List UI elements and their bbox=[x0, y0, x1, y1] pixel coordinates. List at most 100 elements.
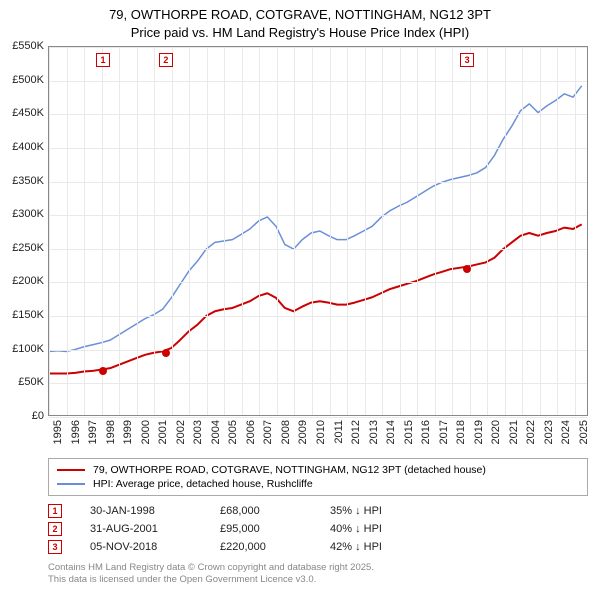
sales-marker-box: 3 bbox=[48, 540, 62, 554]
x-tick-label: 2009 bbox=[297, 420, 309, 444]
x-tick-label: 2001 bbox=[157, 420, 169, 444]
legend: 79, OWTHORPE ROAD, COTGRAVE, NOTTINGHAM,… bbox=[48, 458, 588, 496]
x-tick-label: 2017 bbox=[438, 420, 450, 444]
chart-marker-dot bbox=[99, 367, 107, 375]
grid-line-h bbox=[49, 114, 587, 115]
grid-line-v bbox=[452, 47, 453, 415]
grid-line-v bbox=[154, 47, 155, 415]
legend-row: HPI: Average price, detached house, Rush… bbox=[57, 477, 579, 491]
sales-price: £95,000 bbox=[220, 523, 330, 535]
y-tick-label: £500K bbox=[0, 74, 44, 86]
chart-marker-box: 2 bbox=[159, 53, 173, 67]
sales-price: £68,000 bbox=[220, 505, 330, 517]
x-tick-label: 1997 bbox=[87, 420, 99, 444]
x-tick-label: 2010 bbox=[315, 420, 327, 444]
title-line-2: Price paid vs. HM Land Registry's House … bbox=[0, 24, 600, 42]
grid-line-v bbox=[172, 47, 173, 415]
grid-line-v bbox=[277, 47, 278, 415]
sales-row: 305-NOV-2018£220,00042% ↓ HPI bbox=[48, 538, 588, 556]
grid-line-v bbox=[207, 47, 208, 415]
grid-line-v bbox=[487, 47, 488, 415]
footer: Contains HM Land Registry data © Crown c… bbox=[48, 562, 374, 586]
x-tick-label: 2018 bbox=[455, 420, 467, 444]
x-tick-label: 2022 bbox=[525, 420, 537, 444]
x-tick-label: 2004 bbox=[210, 420, 222, 444]
x-tick-label: 2024 bbox=[560, 420, 572, 444]
grid-line-v bbox=[435, 47, 436, 415]
sales-date: 31-AUG-2001 bbox=[90, 523, 220, 535]
grid-line-h bbox=[49, 417, 587, 418]
legend-row: 79, OWTHORPE ROAD, COTGRAVE, NOTTINGHAM,… bbox=[57, 463, 579, 477]
grid-line-h bbox=[49, 148, 587, 149]
y-tick-label: £0 bbox=[0, 410, 44, 422]
sales-delta: 42% ↓ HPI bbox=[330, 541, 470, 553]
grid-line-h bbox=[49, 215, 587, 216]
grid-line-v bbox=[312, 47, 313, 415]
grid-line-v bbox=[84, 47, 85, 415]
legend-swatch-2 bbox=[57, 483, 85, 485]
x-tick-label: 2020 bbox=[490, 420, 502, 444]
sales-row: 130-JAN-1998£68,00035% ↓ HPI bbox=[48, 502, 588, 520]
grid-line-v bbox=[417, 47, 418, 415]
grid-line-h bbox=[49, 383, 587, 384]
chart-marker-box: 1 bbox=[96, 53, 110, 67]
x-tick-label: 2021 bbox=[508, 420, 520, 444]
footer-line-2: This data is licensed under the Open Gov… bbox=[48, 574, 374, 586]
grid-line-v bbox=[294, 47, 295, 415]
grid-line-v bbox=[505, 47, 506, 415]
grid-line-h bbox=[49, 282, 587, 283]
x-tick-label: 2012 bbox=[350, 420, 362, 444]
legend-label-2: HPI: Average price, detached house, Rush… bbox=[93, 478, 313, 490]
x-tick-label: 2013 bbox=[368, 420, 380, 444]
x-tick-label: 1998 bbox=[105, 420, 117, 444]
grid-line-h bbox=[49, 47, 587, 48]
grid-line-h bbox=[49, 81, 587, 82]
x-tick-label: 2005 bbox=[227, 420, 239, 444]
x-tick-label: 2000 bbox=[140, 420, 152, 444]
sales-table: 130-JAN-1998£68,00035% ↓ HPI 2 31-AUG-2001… bbox=[48, 502, 588, 556]
y-tick-label: £300K bbox=[0, 208, 44, 220]
chart-container: 79, OWTHORPE ROAD, COTGRAVE, NOTTINGHAM,… bbox=[0, 0, 600, 590]
sales-marker-box: 2 bbox=[48, 522, 62, 536]
grid-line-v bbox=[189, 47, 190, 415]
sales-delta: 40% ↓ HPI bbox=[330, 523, 470, 535]
footer-line-1: Contains HM Land Registry data © Crown c… bbox=[48, 562, 374, 574]
x-tick-label: 2003 bbox=[192, 420, 204, 444]
x-tick-label: 2011 bbox=[333, 420, 345, 444]
x-tick-label: 2023 bbox=[543, 420, 555, 444]
y-tick-label: £400K bbox=[0, 141, 44, 153]
title-line-1: 79, OWTHORPE ROAD, COTGRAVE, NOTTINGHAM,… bbox=[0, 6, 600, 24]
grid-line-v bbox=[67, 47, 68, 415]
grid-line-v bbox=[557, 47, 558, 415]
x-tick-label: 2007 bbox=[262, 420, 274, 444]
grid-line-v bbox=[330, 47, 331, 415]
x-tick-label: 2025 bbox=[578, 420, 590, 444]
sales-date: 05-NOV-2018 bbox=[90, 541, 220, 553]
x-tick-label: 2016 bbox=[420, 420, 432, 444]
x-tick-label: 1996 bbox=[70, 420, 82, 444]
chart-marker-dot bbox=[162, 349, 170, 357]
grid-line-v bbox=[102, 47, 103, 415]
x-tick-label: 1995 bbox=[52, 420, 64, 444]
y-tick-label: £450K bbox=[0, 107, 44, 119]
sales-delta: 35% ↓ HPI bbox=[330, 505, 470, 517]
chart-marker-dot bbox=[463, 265, 471, 273]
y-tick-label: £200K bbox=[0, 275, 44, 287]
x-tick-label: 2014 bbox=[385, 420, 397, 444]
y-tick-label: £50K bbox=[0, 376, 44, 388]
x-tick-label: 2019 bbox=[473, 420, 485, 444]
grid-line-h bbox=[49, 182, 587, 183]
grid-line-v bbox=[259, 47, 260, 415]
chart-marker-box: 3 bbox=[460, 53, 474, 67]
series-line-price_paid bbox=[49, 224, 582, 373]
grid-line-v bbox=[242, 47, 243, 415]
x-tick-label: 2008 bbox=[280, 420, 292, 444]
x-tick-label: 2015 bbox=[403, 420, 415, 444]
y-tick-label: £150K bbox=[0, 309, 44, 321]
x-tick-label: 2006 bbox=[245, 420, 257, 444]
y-tick-label: £350K bbox=[0, 175, 44, 187]
grid-line-h bbox=[49, 316, 587, 317]
grid-line-v bbox=[382, 47, 383, 415]
grid-line-h bbox=[49, 249, 587, 250]
grid-line-h bbox=[49, 350, 587, 351]
